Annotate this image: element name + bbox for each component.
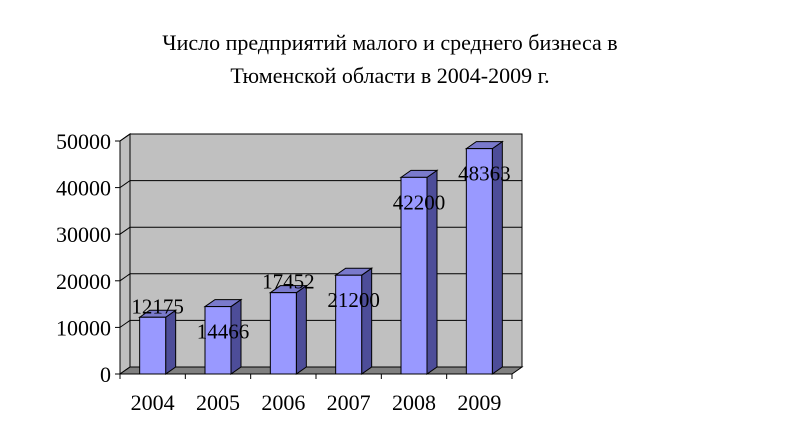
y-tick-label: 40000 (56, 176, 111, 201)
data-labels: 12175 14466 17452 21200 42200 48363 (131, 162, 510, 344)
x-tick-label: 2009 (457, 390, 501, 415)
side-wall (119, 133, 131, 375)
data-label: 48363 (458, 162, 511, 186)
x-tick-label: 2006 (261, 390, 305, 415)
y-tick-label: 10000 (56, 315, 111, 340)
chart-title-line-1: Число предприятий малого и среднего бизн… (162, 30, 618, 55)
bar-side (361, 267, 373, 375)
y-tick-label: 50000 (56, 129, 111, 154)
data-label: 42200 (393, 190, 446, 214)
x-tick-label: 2007 (327, 390, 371, 415)
y-tick-label: 0 (100, 362, 111, 387)
bar (400, 176, 428, 375)
data-label: 17452 (262, 270, 315, 294)
bar (269, 292, 297, 375)
x-tick-label: 2008 (392, 390, 436, 415)
bar-side (165, 309, 177, 375)
bar (139, 316, 167, 375)
chart-title-line-2: Тюменской области в 2004-2009 г. (230, 63, 550, 88)
data-label: 14466 (197, 320, 250, 344)
chart-title: Число предприятий малого и среднего бизн… (90, 26, 690, 92)
x-tick-label: 2005 (196, 390, 240, 415)
y-tick-label: 20000 (56, 269, 111, 294)
gridlines (119, 133, 522, 328)
bar-side (295, 284, 307, 375)
axes: 0 10000 20000 30000 40000 50000 2004 2005 2006 20… (56, 129, 513, 415)
x-tick-label: 2004 (131, 390, 175, 415)
gridline-side (119, 180, 131, 189)
data-label: 21200 (327, 288, 380, 312)
gridline-side (119, 273, 131, 282)
floor (118, 366, 524, 375)
gridline-side (119, 319, 131, 328)
y-tick-label: 30000 (56, 222, 111, 247)
back-wall (129, 133, 523, 368)
gridline-side (119, 133, 131, 142)
gridline-side (119, 226, 131, 235)
data-label: 12175 (131, 294, 184, 318)
